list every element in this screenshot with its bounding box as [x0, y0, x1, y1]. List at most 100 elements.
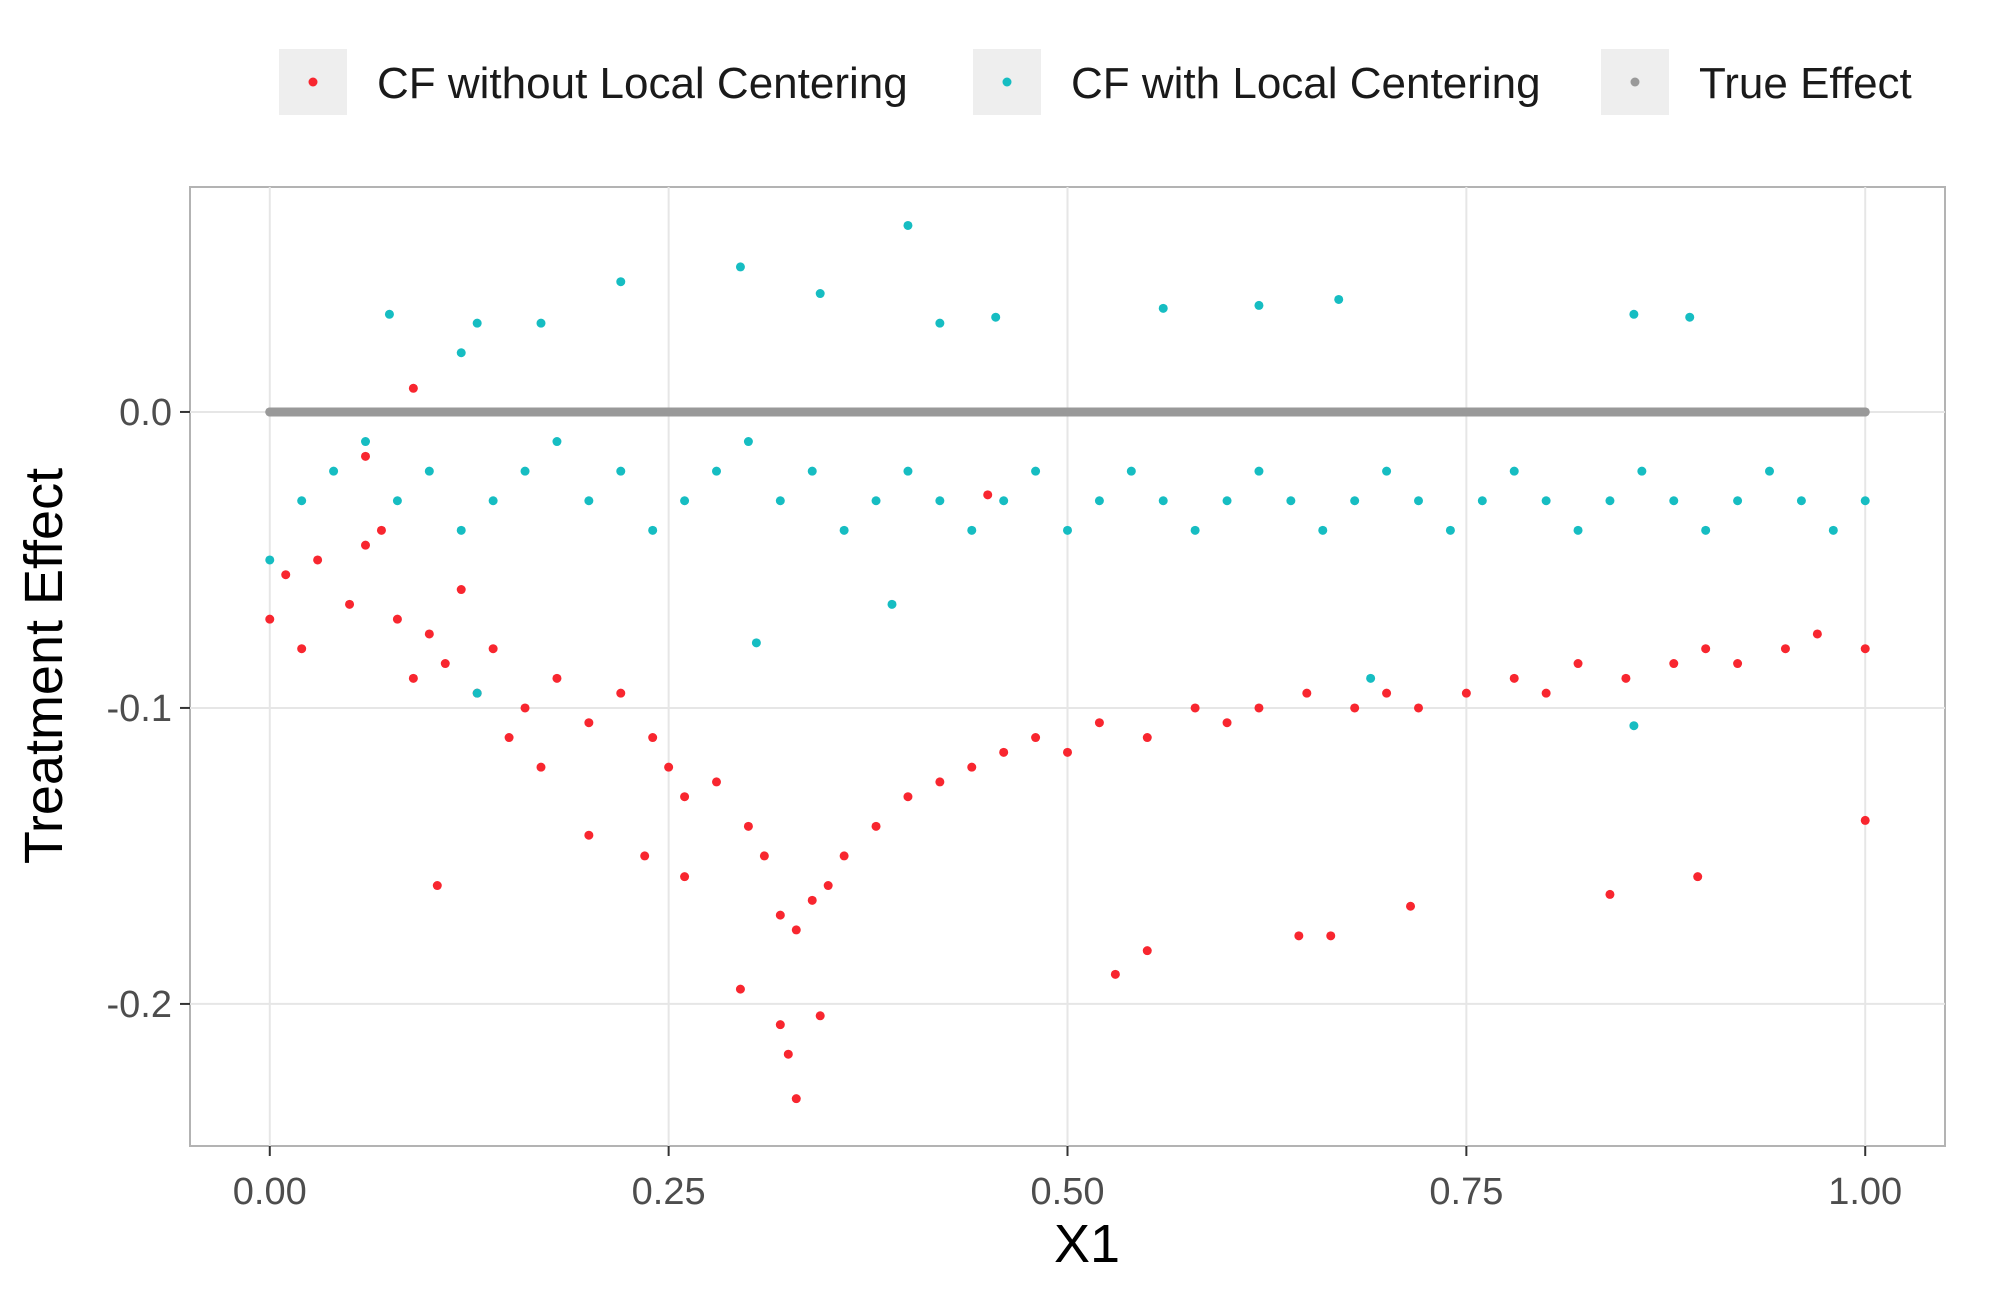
data-point-series-0 — [783, 1049, 793, 1059]
data-point-series-1 — [1366, 673, 1376, 683]
data-point-series-0 — [408, 383, 418, 393]
data-point-series-0 — [1302, 688, 1312, 698]
data-point-series-1 — [1254, 466, 1264, 476]
data-point-series-0 — [807, 895, 817, 905]
data-point-series-1 — [839, 525, 849, 535]
data-point-series-0 — [871, 821, 881, 831]
data-point-series-1 — [1477, 496, 1487, 506]
data-point-series-1 — [815, 289, 825, 299]
data-point-series-0 — [313, 555, 323, 565]
data-point-series-1 — [456, 525, 466, 535]
data-point-series-0 — [1573, 659, 1583, 669]
data-point-series-1 — [1733, 496, 1743, 506]
data-point-series-2 — [1063, 407, 1072, 417]
data-point-series-0 — [536, 762, 546, 772]
data-point-series-1 — [1637, 466, 1647, 476]
data-point-series-0 — [1509, 673, 1519, 683]
data-point-series-1 — [1254, 300, 1264, 310]
data-point-series-0 — [440, 659, 450, 669]
data-point-series-1 — [1685, 312, 1695, 322]
data-point-series-0 — [361, 540, 370, 550]
data-point-series-0 — [1669, 659, 1679, 669]
data-point-series-0 — [488, 644, 498, 654]
data-point-series-1 — [775, 496, 785, 506]
y-tick-label: -0.1 — [107, 688, 172, 730]
data-point-series-1 — [456, 348, 466, 358]
data-point-series-1 — [735, 262, 745, 272]
data-point-series-0 — [1733, 659, 1743, 669]
data-point-series-0 — [392, 614, 402, 624]
data-point-series-0 — [281, 570, 291, 580]
data-point-series-0 — [376, 525, 386, 535]
x-axis-title: X1 — [1054, 1214, 1120, 1274]
data-point-series-1 — [1158, 303, 1168, 313]
data-point-series-1 — [1222, 496, 1232, 506]
data-point-series-0 — [1541, 688, 1551, 698]
data-point-series-0 — [823, 881, 833, 891]
data-point-series-1 — [472, 318, 482, 328]
data-point-series-1 — [648, 525, 658, 535]
data-point-series-1 — [536, 318, 546, 328]
data-point-series-0 — [680, 792, 690, 802]
data-point-series-1 — [616, 277, 626, 287]
data-point-series-1 — [743, 437, 753, 447]
data-point-series-1 — [1350, 496, 1360, 506]
y-tick-label: -0.2 — [107, 984, 172, 1026]
legend-marker-cf-without — [308, 77, 318, 87]
data-point-series-0 — [815, 1011, 825, 1021]
ticks: 0.00 0.25 0.50 0.75 1.00 -0.2 -0.1 0.0 — [107, 392, 1903, 1213]
data-point-series-0 — [759, 851, 769, 861]
data-point-series-0 — [983, 490, 993, 500]
data-point-series-0 — [297, 644, 307, 654]
data-point-series-0 — [1860, 644, 1870, 654]
x-tick-label: 0.00 — [233, 1171, 307, 1213]
data-point-series-0 — [345, 599, 355, 609]
data-point-series-1 — [991, 312, 1001, 322]
data-point-series-1 — [488, 496, 498, 506]
data-point-series-1 — [1701, 525, 1711, 535]
data-point-series-1 — [1605, 496, 1615, 506]
data-point-series-1 — [1765, 466, 1774, 476]
legend-label-cf-with: CF with Local Centering — [1071, 59, 1541, 108]
data-point-series-0 — [775, 1020, 785, 1030]
data-point-series-1 — [1509, 466, 1519, 476]
data-point-series-1 — [616, 466, 626, 476]
data-point-series-0 — [1812, 629, 1822, 639]
data-point-series-1 — [935, 496, 945, 506]
data-point-series-1 — [967, 525, 977, 535]
data-point-series-1 — [384, 309, 394, 319]
data-point-series-1 — [887, 599, 897, 609]
data-point-series-1 — [297, 496, 307, 506]
data-point-series-0 — [1406, 901, 1416, 911]
data-point-series-0 — [1094, 718, 1104, 728]
data-point-series-0 — [1701, 644, 1711, 654]
data-point-series-1 — [392, 496, 402, 506]
data-point-series-0 — [504, 733, 514, 743]
data-point-series-0 — [520, 703, 530, 713]
data-point-series-0 — [1414, 703, 1423, 713]
data-point-series-0 — [775, 910, 785, 920]
data-point-series-0 — [456, 585, 466, 595]
data-point-series-0 — [1294, 931, 1304, 941]
data-point-series-0 — [1254, 703, 1264, 713]
points — [265, 220, 1870, 1104]
data-point-series-1 — [871, 496, 881, 506]
data-point-series-1 — [1158, 496, 1168, 506]
legend: CF without Local Centering CF with Local… — [279, 49, 1912, 115]
data-point-series-0 — [1031, 733, 1041, 743]
data-point-series-0 — [1142, 733, 1152, 743]
data-point-series-0 — [1780, 644, 1790, 654]
data-point-series-0 — [1382, 688, 1392, 698]
data-point-series-1 — [1334, 294, 1344, 304]
data-point-series-0 — [265, 614, 275, 624]
x-tick-label: 0.25 — [632, 1171, 706, 1213]
data-point-series-1 — [1286, 496, 1296, 506]
legend-marker-cf-with — [1002, 77, 1012, 87]
data-point-series-1 — [903, 220, 913, 230]
data-point-series-0 — [424, 629, 434, 639]
data-point-series-1 — [1063, 525, 1072, 535]
data-point-series-0 — [712, 777, 721, 787]
data-point-series-1 — [1382, 466, 1392, 476]
data-point-series-0 — [735, 984, 745, 994]
